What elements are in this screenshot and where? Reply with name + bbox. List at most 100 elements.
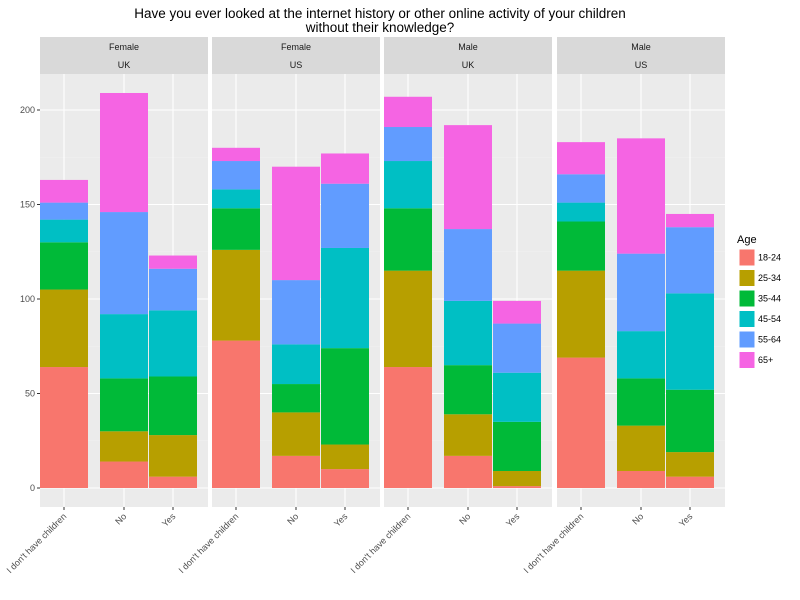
bar-segment-male-us-no-55-64 [617,253,665,332]
bar-segment-female-us-i-don-t-have-children-55-64 [212,161,260,190]
y-tick-label: 100 [20,294,35,304]
x-tick-label: No [457,511,472,526]
bar-segment-female-uk-i-don-t-have-children-35-44 [40,242,88,290]
bar-segment-female-us-i-don-t-have-children-35-44 [212,208,260,250]
facet-label-gender: Male [458,42,478,52]
bar-segment-male-us-no-35-44 [617,378,665,426]
bar-segment-female-us-i-don-t-have-children-65 [212,147,260,162]
legend-key-65 [738,351,756,369]
bar-segment-male-uk-yes-65 [493,300,541,324]
x-tick-label: I don't have children [349,511,413,575]
bar-segment-female-uk-yes-25-34 [149,435,197,477]
bar-segment-female-us-no-55-64 [272,280,320,345]
bar-segment-male-uk-i-don-t-have-children-55-64 [384,127,432,162]
bar-segment-male-uk-no-18-24 [444,455,492,488]
bar-segment-female-us-yes-45-54 [321,247,369,349]
x-tick-label: No [630,511,645,526]
bar-segment-female-uk-i-don-t-have-children-25-34 [40,289,88,368]
facet-strip-male-uk [384,37,552,74]
y-tick-label: 0 [30,483,35,493]
chart-title-line-2: without their knowledge? [305,20,455,35]
x-tick-label: Yes [504,511,522,529]
facet-label-gender: Female [281,42,311,52]
bar-segment-female-uk-yes-55-64 [149,268,197,311]
bar-segment-male-uk-yes-55-64 [493,323,541,373]
plot-area: Female UK I don't have children No Yes Female… [5,37,725,575]
x-tick-label: I don't have children [522,511,586,575]
bar-segment-male-us-yes-35-44 [666,389,714,453]
bar-segment-female-us-i-don-t-have-children-18-24 [212,340,260,488]
legend-key-55-64 [738,330,756,349]
facet-label-country: UK [462,60,475,70]
bar-segment-female-uk-no-45-54 [100,314,148,379]
bar-segment-female-us-no-35-44 [272,384,320,413]
x-tick-label: I don't have children [5,511,69,575]
legend-key-45-54 [738,310,756,328]
bar-segment-female-uk-i-don-t-have-children-55-64 [40,202,88,220]
bar-segment-male-uk-yes-45-54 [493,372,541,422]
bar-segment-male-us-no-65 [617,138,665,254]
x-tick-label: Yes [677,511,695,529]
bar-segment-male-uk-i-don-t-have-children-65 [384,96,432,128]
bar-segment-female-us-no-65 [272,166,320,281]
facet-label-gender: Female [109,42,139,52]
bar-segment-male-uk-i-don-t-have-children-18-24 [384,367,432,488]
bar-segment-male-us-i-don-t-have-children-45-54 [557,202,605,222]
x-tick-label: I don't have children [177,511,241,575]
bar-segment-male-us-i-don-t-have-children-25-34 [557,270,605,358]
bar-segment-male-uk-yes-18-24 [493,486,541,488]
facet-strip-male-us [557,37,725,74]
legend-key-35-44 [738,289,756,308]
bar-segment-male-us-i-don-t-have-children-18-24 [557,357,605,488]
bar-segment-female-us-yes-65 [321,153,369,184]
bar-segment-female-uk-yes-65 [149,255,197,269]
bar-segment-male-us-i-don-t-have-children-35-44 [557,221,605,271]
legend-label-18-24: 18-24 [758,253,781,263]
bar-segment-female-us-yes-18-24 [321,469,369,488]
bar-segment-male-uk-no-55-64 [444,229,492,301]
legend-key-25-34 [738,269,756,287]
bar-segment-female-uk-no-25-34 [100,431,148,462]
x-tick-label: No [113,511,128,526]
bar-segment-male-us-no-45-54 [617,331,665,379]
bar-segment-female-uk-yes-45-54 [149,310,197,377]
bar-segment-male-us-no-25-34 [617,425,665,471]
bar-segment-female-uk-yes-18-24 [149,476,197,488]
x-tick-label: Yes [160,511,178,529]
legend-label-65: 65+ [758,355,773,365]
legend-key-18-24 [738,248,756,267]
bar-segment-female-uk-no-55-64 [100,212,148,315]
bar-segment-male-uk-i-don-t-have-children-45-54 [384,161,432,209]
chart-title-line-1: Have you ever looked at the internet his… [134,6,626,21]
facet-label-country: US [635,60,648,70]
facet-label-country: UK [118,60,131,70]
bar-segment-male-uk-i-don-t-have-children-25-34 [384,270,432,368]
facet-label-country: US [290,60,303,70]
bar-segment-male-uk-no-35-44 [444,365,492,415]
legend-title: Age [737,234,757,246]
bar-segment-male-us-i-don-t-have-children-55-64 [557,174,605,203]
bar-segment-male-uk-no-25-34 [444,414,492,456]
bar-segment-female-us-no-18-24 [272,455,320,488]
bar-segment-female-uk-i-don-t-have-children-65 [40,179,88,203]
bar-segment-male-uk-no-65 [444,125,492,230]
bar-segment-female-us-no-45-54 [272,344,320,385]
x-tick-label: No [285,511,300,526]
bar-segment-female-uk-yes-35-44 [149,376,197,436]
bar-segment-male-us-yes-25-34 [666,452,714,477]
facet-strip-female-uk [40,37,208,74]
bar-segment-female-us-yes-55-64 [321,183,369,248]
bar-segment-male-uk-yes-25-34 [493,470,541,487]
bar-segment-male-us-yes-55-64 [666,227,714,294]
bar-segment-male-us-yes-18-24 [666,476,714,488]
y-tick-label: 200 [20,105,35,115]
bar-segment-female-us-i-don-t-have-children-45-54 [212,189,260,209]
bar-segment-male-us-yes-45-54 [666,293,714,390]
x-tick-label: Yes [332,511,350,529]
bar-segment-female-us-no-25-34 [272,412,320,456]
bar-segment-female-uk-no-65 [100,92,148,213]
bar-segment-male-us-i-don-t-have-children-65 [557,142,605,175]
legend-label-25-34: 25-34 [758,273,781,283]
bar-segment-male-uk-i-don-t-have-children-35-44 [384,208,432,271]
